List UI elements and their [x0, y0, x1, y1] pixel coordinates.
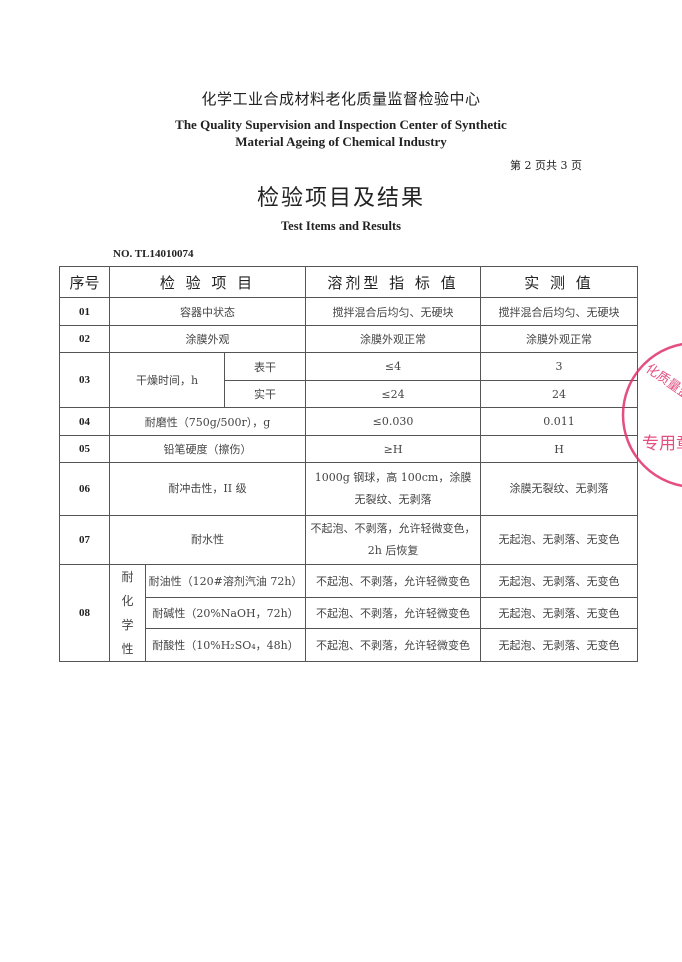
row-no: 02 — [59, 325, 110, 353]
row-no: 08 — [59, 564, 110, 662]
sub-item: 实干 — [223, 380, 307, 408]
table-row: 06 耐冲击性，II 级 1000g 钢球，高 100cm，涂膜无裂纹、无剥落 … — [59, 462, 639, 516]
row-standard: 不起泡、不剥落，允许轻微变色 — [305, 564, 482, 598]
table-row: 08 耐化学性 耐油性（120#溶剂汽油 72h） 不起泡、不剥落，允许轻微变色… — [59, 564, 639, 662]
row-standard: 不起泡、不剥落，允许轻微变色，2h 后恢复 — [305, 515, 482, 565]
row-standard: 涂膜外观正常 — [305, 325, 482, 353]
row-item: 铅笔硬度（擦伤） — [108, 435, 307, 463]
table-row: 耐碱性（20%NaOH，72h） 不起泡、不剥落，允许轻微变色 无起泡、无剥落、… — [60, 596, 639, 630]
stamp-text-top: 化质量监 — [643, 361, 682, 403]
row-item: 耐化学性 — [109, 564, 146, 662]
header-standard: 溶剂型 指 标 值 — [305, 266, 482, 298]
row-item: 耐冲击性，II 级 — [108, 462, 307, 516]
row-item: 耐磨性（750g/500r），g — [108, 407, 307, 436]
row-result: 涂膜外观正常 — [480, 325, 639, 353]
header-item: 检 验 项 目 — [108, 266, 307, 298]
stamp-text-bottom: 专用章 — [642, 434, 682, 454]
row-no: 04 — [59, 407, 110, 436]
table-row: 04 耐磨性（750g/500r），g ≤0.030 0.011 — [59, 407, 639, 436]
organization-name-en-line2: Material Ageing of Chemical Industry — [235, 134, 447, 149]
row-result: 搅拌混合后均匀、无硬块 — [480, 297, 639, 326]
row-result: 24 — [480, 380, 639, 408]
organization-name-cn: 化学工业合成材料老化质量监督检验中心 — [201, 90, 481, 108]
table-row: 耐酸性（10%H₂SO₄，48h） 不起泡、不剥落，允许轻微变色 无起泡、无剥落… — [60, 628, 639, 662]
table-row: 01 容器中状态 搅拌混合后均匀、无硬块 搅拌混合后均匀、无硬块 — [59, 297, 639, 326]
table-header-row: 序号 检 验 项 目 溶剂型 指 标 值 实 测 值 — [59, 266, 639, 298]
row-standard: 不起泡、不剥落，允许轻微变色 — [305, 596, 482, 630]
table-row: 05 铅笔硬度（擦伤） ≥H H — [59, 435, 639, 463]
row-result: 涂膜无裂纹、无剥落 — [480, 462, 639, 516]
row-item: 涂膜外观 — [108, 325, 307, 353]
row-standard: ≤4 — [305, 352, 482, 381]
results-table: 序号 检 验 项 目 溶剂型 指 标 值 实 测 值 01 容器中状态 搅拌混合… — [59, 266, 639, 662]
row-standard: 不起泡、不剥落，允许轻微变色 — [305, 628, 482, 662]
header-result: 实 测 值 — [480, 266, 639, 298]
row-result: 无起泡、无剥落、无变色 — [480, 564, 639, 598]
page-number: 第 2 页共 3 页 — [510, 159, 582, 172]
sub-item: 表干 — [223, 352, 307, 381]
row-result: 无起泡、无剥落、无变色 — [480, 515, 639, 565]
page-title-en: Test Items and Results — [280, 219, 402, 233]
row-result: 无起泡、无剥落、无变色 — [480, 628, 639, 662]
row-item: 干燥时间，h — [109, 352, 225, 408]
sub-item: 耐油性（120#溶剂汽油 72h） — [144, 564, 307, 598]
row-no: 03 — [59, 352, 110, 408]
report-number: NO. TL14010074 — [113, 248, 194, 260]
row-item: 容器中状态 — [108, 297, 307, 326]
organization-name-en-line1: The Quality Supervision and Inspection C… — [175, 117, 507, 132]
official-seal-stamp: 化质量监 专用章 — [621, 342, 682, 488]
row-standard: ≤0.030 — [305, 407, 482, 436]
row-result: H — [480, 435, 639, 463]
sub-item: 耐碱性（20%NaOH，72h） — [144, 596, 307, 630]
row-no: 01 — [59, 297, 110, 326]
row-no: 07 — [59, 515, 110, 565]
row-standard: 1000g 钢球，高 100cm，涂膜无裂纹、无剥落 — [305, 462, 482, 516]
row-no: 06 — [59, 462, 110, 516]
table-row: 03 干燥时间，h 表干 ≤4 3 — [59, 352, 639, 408]
row-standard: ≥H — [305, 435, 482, 463]
header-no: 序号 — [59, 266, 110, 298]
row-result: 3 — [480, 352, 639, 381]
table-row: 02 涂膜外观 涂膜外观正常 涂膜外观正常 — [59, 325, 639, 353]
row-no: 05 — [59, 435, 110, 463]
table-row: 07 耐水性 不起泡、不剥落，允许轻微变色，2h 后恢复 无起泡、无剥落、无变色 — [59, 515, 639, 565]
row-item: 耐水性 — [108, 515, 307, 565]
row-standard: 搅拌混合后均匀、无硬块 — [305, 297, 482, 326]
sub-item: 耐酸性（10%H₂SO₄，48h） — [144, 628, 307, 662]
row-standard: ≤24 — [305, 380, 482, 408]
row-result: 无起泡、无剥落、无变色 — [480, 596, 639, 630]
page-title-cn: 检验项目及结果 — [256, 186, 425, 211]
